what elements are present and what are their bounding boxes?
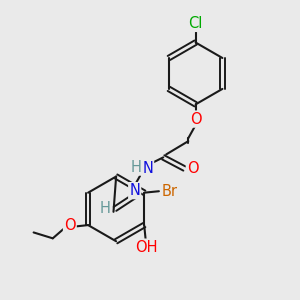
Text: OH: OH <box>135 240 158 255</box>
Text: H: H <box>99 201 110 216</box>
Text: O: O <box>64 218 76 233</box>
Text: H: H <box>130 160 141 175</box>
Text: Cl: Cl <box>188 16 203 31</box>
Text: N: N <box>129 183 140 198</box>
Text: O: O <box>187 161 199 176</box>
Text: Br: Br <box>161 184 177 199</box>
Text: N: N <box>142 161 153 176</box>
Text: O: O <box>190 112 202 127</box>
